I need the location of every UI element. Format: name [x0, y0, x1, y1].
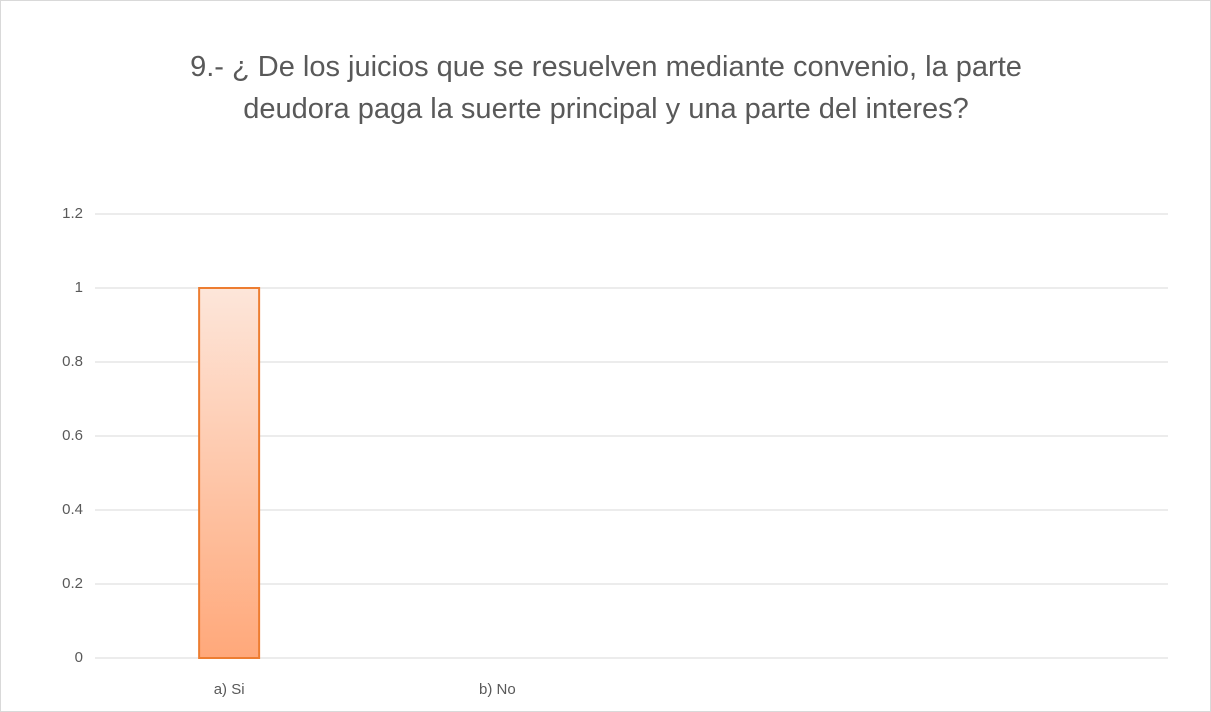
y-tick-label: 0.8 [62, 353, 83, 370]
y-tick-label: 0 [75, 649, 83, 666]
bar [198, 287, 261, 659]
y-tick-label: 1 [75, 279, 83, 296]
x-tick-label: a) Si [214, 681, 245, 698]
y-tick-label: 0.4 [62, 501, 83, 518]
y-tick-label: 0.6 [62, 427, 83, 444]
y-tick-label: 1.2 [62, 205, 83, 222]
chart-title: 9.- ¿ De los juicios que se resuelven me… [190, 51, 1022, 125]
y-tick-label: 0.2 [62, 575, 83, 592]
x-tick-label: b) No [479, 681, 516, 698]
